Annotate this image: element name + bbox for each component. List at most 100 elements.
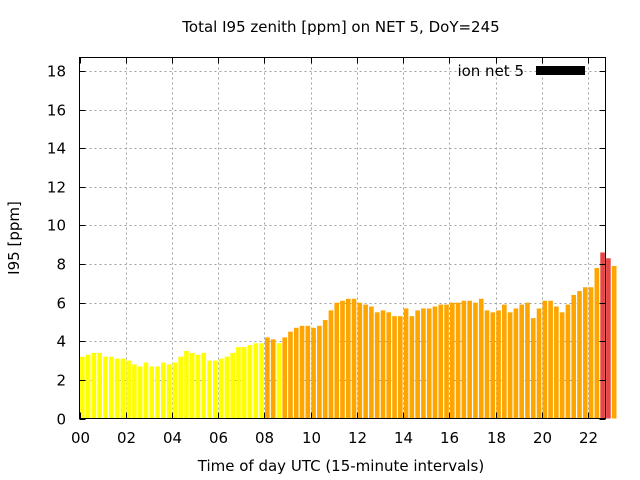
bar xyxy=(467,300,472,419)
bar xyxy=(114,358,120,419)
bar xyxy=(403,308,409,419)
bar xyxy=(525,302,530,419)
bar xyxy=(311,327,316,419)
bar xyxy=(536,308,542,419)
bar xyxy=(103,356,108,419)
x-tick-label: 04 xyxy=(163,429,182,447)
bar xyxy=(369,306,374,419)
x-tick-label: 12 xyxy=(348,429,367,447)
x-axis-label: Time of day UTC (15-minute intervals) xyxy=(197,457,484,475)
bar xyxy=(351,298,357,419)
bar xyxy=(600,252,605,419)
bar xyxy=(161,362,166,419)
bar xyxy=(85,354,91,419)
y-tick-label: 10 xyxy=(47,217,66,235)
bar xyxy=(397,316,403,419)
x-tick-label: 22 xyxy=(579,429,598,447)
x-tick-label: 20 xyxy=(533,429,552,447)
bar xyxy=(149,366,155,419)
bar xyxy=(282,337,288,419)
x-tick-label: 10 xyxy=(302,429,321,447)
y-axis-label: I95 [ppm] xyxy=(5,201,23,275)
y-tick-label: 18 xyxy=(47,63,66,81)
bar xyxy=(588,287,594,419)
bar xyxy=(253,343,259,419)
bar xyxy=(513,308,519,419)
bar xyxy=(594,267,600,419)
bar xyxy=(542,300,548,419)
bar xyxy=(224,356,230,419)
y-tick-label: 6 xyxy=(56,295,66,313)
bar xyxy=(293,327,299,419)
bar xyxy=(530,318,536,419)
bar xyxy=(241,347,247,419)
y-tick-label: 2 xyxy=(56,372,66,390)
x-tick-label: 16 xyxy=(440,429,459,447)
bar xyxy=(450,302,455,419)
bar xyxy=(195,354,201,419)
bar xyxy=(502,304,507,419)
legend: ion net 5 xyxy=(457,62,585,80)
bar xyxy=(582,287,588,419)
bar xyxy=(496,310,501,419)
bar xyxy=(606,258,611,419)
bar xyxy=(230,352,235,419)
bar xyxy=(178,356,183,419)
bar xyxy=(265,337,270,419)
bar xyxy=(559,312,565,419)
y-tick-label: 4 xyxy=(56,333,66,351)
bar xyxy=(322,320,328,419)
bar xyxy=(259,343,264,419)
bar xyxy=(213,360,218,419)
bar xyxy=(334,302,340,419)
bar xyxy=(421,308,426,419)
bar xyxy=(490,312,496,419)
bar xyxy=(571,294,577,419)
bar xyxy=(276,343,282,419)
bar xyxy=(611,265,617,419)
bar xyxy=(438,304,444,419)
bar xyxy=(247,345,253,419)
bar xyxy=(270,339,276,419)
bar xyxy=(80,356,85,419)
bar xyxy=(137,366,143,419)
y-tick-label: 16 xyxy=(47,102,66,120)
bar xyxy=(374,312,380,419)
bar xyxy=(207,360,212,419)
bar xyxy=(126,360,131,419)
bar xyxy=(380,310,386,419)
bar xyxy=(91,352,97,419)
bar xyxy=(548,300,553,419)
bar xyxy=(328,310,334,419)
bar xyxy=(132,364,137,419)
bar xyxy=(184,350,189,419)
bar xyxy=(386,312,392,419)
bar xyxy=(172,362,178,419)
bar xyxy=(236,347,241,419)
bar xyxy=(143,362,149,419)
bar xyxy=(97,352,103,419)
bar xyxy=(340,300,345,419)
bar xyxy=(432,306,438,419)
bar xyxy=(426,308,432,419)
bar xyxy=(218,358,224,419)
legend-label: ion net 5 xyxy=(457,62,524,80)
y-tick-label: 12 xyxy=(47,179,66,197)
bar xyxy=(189,352,195,419)
bar xyxy=(288,331,293,419)
bar xyxy=(409,316,415,419)
bar xyxy=(565,304,571,419)
bars xyxy=(80,252,617,419)
y-tick-label: 0 xyxy=(56,411,66,429)
x-tick-label: 14 xyxy=(394,429,413,447)
bar xyxy=(577,291,582,419)
bar xyxy=(519,304,524,419)
bar xyxy=(415,310,420,419)
x-tick-label: 02 xyxy=(117,429,136,447)
bar xyxy=(201,352,207,419)
x-tick-label: 06 xyxy=(209,429,228,447)
bar xyxy=(554,306,559,419)
bar xyxy=(357,302,363,419)
